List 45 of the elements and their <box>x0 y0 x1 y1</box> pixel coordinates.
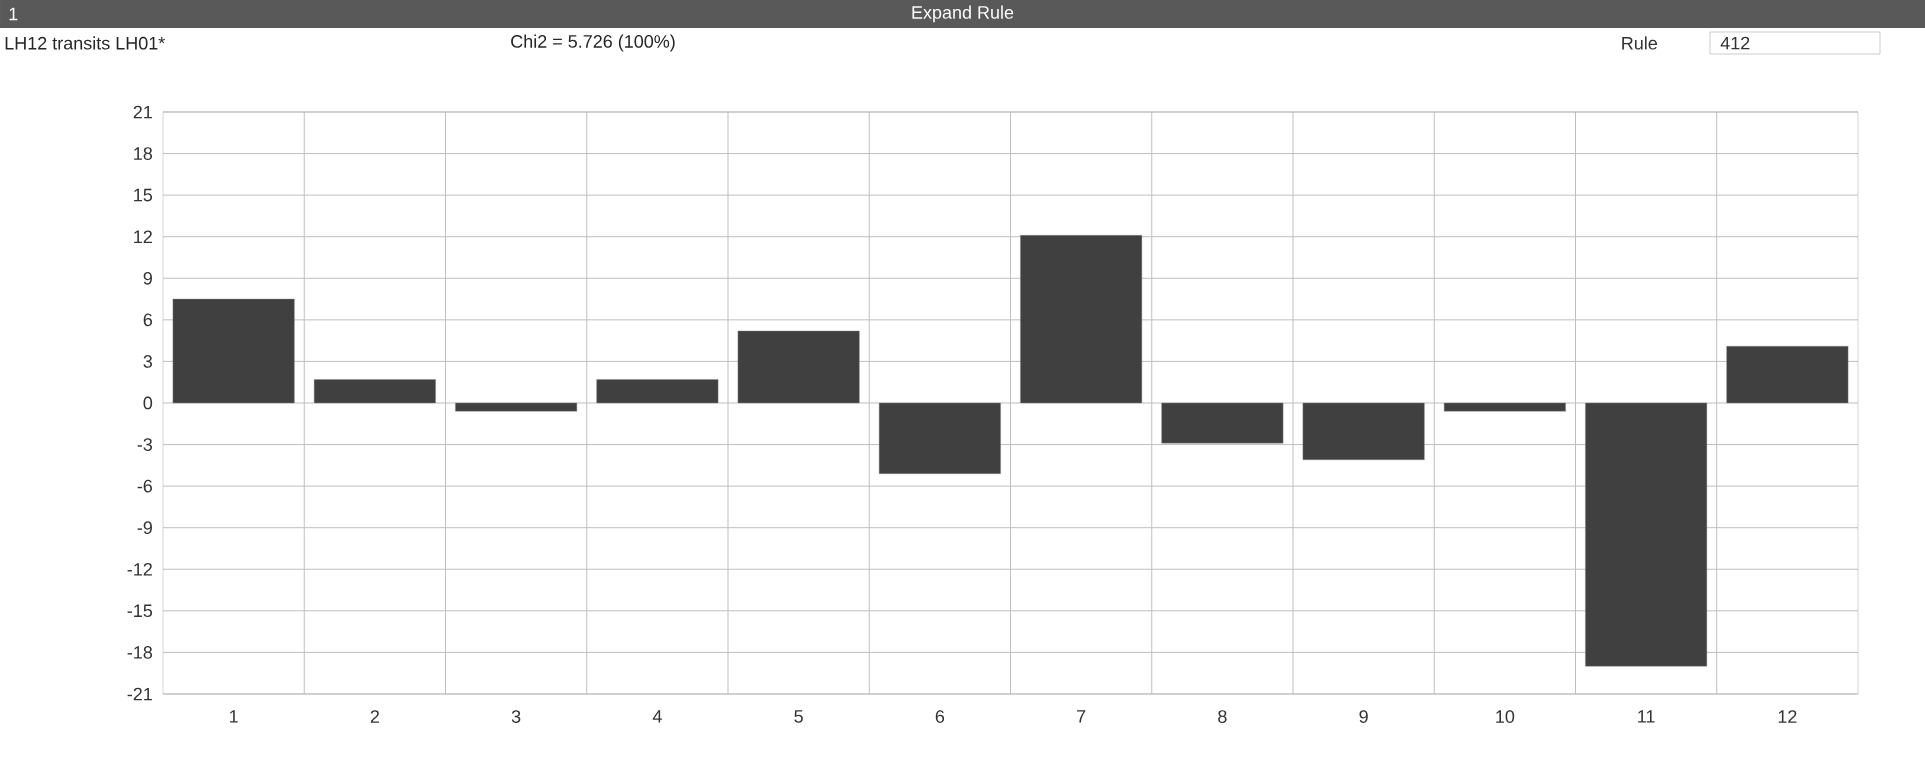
y-tick-label: -6 <box>137 479 153 493</box>
bar <box>878 402 1001 474</box>
text: Rule <box>1622 36 1657 50</box>
y-tick-label: 6 <box>143 313 153 327</box>
bar <box>1302 402 1425 460</box>
bar <box>455 402 578 412</box>
x-tick-label: 4 <box>652 710 662 723</box>
chart-subtitle: Chi2 = 5.726 (100%) <box>511 34 675 52</box>
y-tick-label: -21 <box>127 687 152 701</box>
y-tick-label: 3 <box>143 355 153 368</box>
y-tick-label: -18 <box>127 646 153 659</box>
text: Expand Rule <box>912 5 1014 23</box>
y-tick-label: 9 <box>143 271 152 285</box>
bar <box>1443 402 1566 412</box>
x-tick-label: 9 <box>1359 710 1368 723</box>
y-tick-label: -15 <box>127 604 153 618</box>
bar <box>1020 235 1143 404</box>
y-tick-label: -9 <box>137 521 152 535</box>
text: 412 <box>1720 36 1750 50</box>
x-tick-label: 3 <box>511 710 521 723</box>
bar <box>313 379 436 404</box>
x-tick-label: 1 <box>230 710 238 723</box>
x-tick-label: 5 <box>794 710 803 723</box>
y-tick-label: 12 <box>134 230 152 243</box>
chart-title: LH12 transits LH01* <box>5 36 165 50</box>
bar <box>1585 402 1708 667</box>
y-tick-label: 15 <box>134 188 153 202</box>
x-tick-label: 11 <box>1638 710 1655 723</box>
x-tick-label: 7 <box>1077 710 1086 723</box>
x-tick-label: 8 <box>1218 710 1227 723</box>
y-tick-label: -3 <box>137 438 153 451</box>
bar <box>596 379 719 404</box>
x-tick-label: 10 <box>1496 710 1515 723</box>
y-tick-label: 18 <box>134 147 153 160</box>
bar <box>1161 402 1284 444</box>
x-tick-label: 12 <box>1778 710 1797 723</box>
bar <box>172 298 295 404</box>
bar <box>1726 345 1849 404</box>
y-tick-label: -12 <box>127 562 152 576</box>
y-tick-label: 21 <box>133 105 152 119</box>
y-tick-label: 0 <box>143 396 153 410</box>
x-tick-label: 2 <box>370 710 379 723</box>
x-tick-label: 6 <box>935 710 945 723</box>
bar <box>737 330 860 404</box>
text: 1 <box>9 7 18 21</box>
